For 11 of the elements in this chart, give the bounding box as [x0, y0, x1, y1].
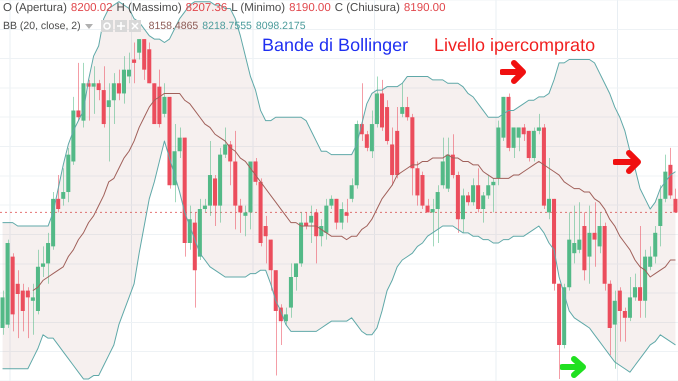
text: C (Chiusura) [334, 2, 400, 14]
annotation: Bande di Bollinger [262, 35, 408, 56]
text: 8190.00 [404, 2, 446, 14]
text: 8098.2175 [256, 20, 306, 32]
annotation: Livello ipercomprato [434, 35, 596, 56]
text: H (Massimo) [116, 2, 182, 14]
text: BB (20, close, 2) [3, 20, 81, 32]
text: 8190.00 [289, 2, 331, 14]
text: O (Apertura) [3, 2, 67, 14]
text: 8207.36 [186, 2, 228, 14]
text: L (Minimo) [231, 2, 286, 14]
